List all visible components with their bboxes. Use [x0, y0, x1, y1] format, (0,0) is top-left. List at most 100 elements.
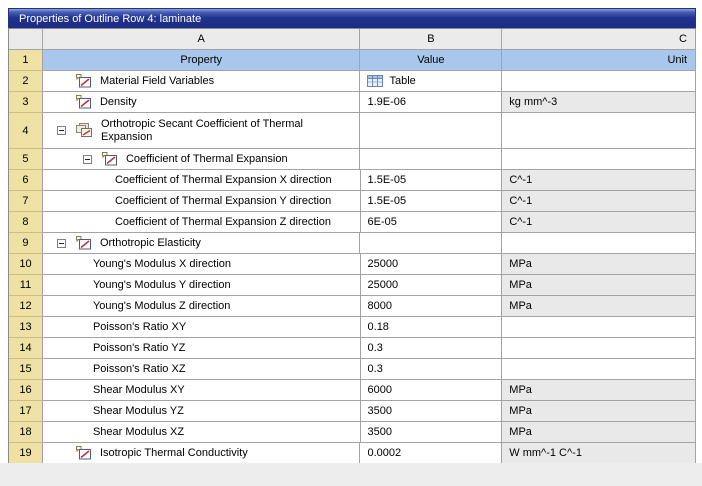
row-number-cell[interactable]: 11 — [9, 275, 43, 296]
value-cell[interactable]: 25000 — [360, 254, 503, 275]
value-cell[interactable]: 3500 — [360, 422, 503, 443]
table-row: 18 Shear Modulus XZ 3500 MPa — [9, 422, 696, 443]
property-cell[interactable]: Isotropic Thermal Conductivity — [42, 443, 361, 464]
property-cell[interactable]: Orthotropic Elasticity — [42, 233, 361, 254]
unit-cell[interactable] — [502, 233, 696, 254]
unit-cell[interactable]: MPa — [502, 275, 696, 296]
property-cell[interactable]: Shear Modulus XZ — [42, 422, 361, 443]
properties-table: A B C 1 Property Value Unit 2 Material F… — [8, 28, 696, 464]
unit-cell[interactable]: C^-1 — [502, 170, 696, 191]
value-cell[interactable]: 6E-05 — [360, 212, 503, 233]
unit-cell[interactable] — [502, 338, 696, 359]
row-number-cell[interactable]: 9 — [9, 233, 43, 254]
value-cell[interactable]: Table — [360, 71, 503, 92]
unit-cell[interactable] — [502, 149, 696, 170]
property-chart-icon — [75, 95, 91, 109]
table-row: 8 Coefficient of Thermal Expansion Z dir… — [9, 212, 696, 233]
property-cell[interactable]: Shear Modulus XY — [42, 380, 361, 401]
property-cell[interactable]: Coefficient of Thermal Expansion — [42, 149, 361, 170]
column-header-b: B — [360, 29, 503, 50]
property-cell[interactable]: Coefficient of Thermal Expansion Y direc… — [42, 191, 361, 212]
value-cell[interactable] — [360, 113, 503, 149]
unit-cell[interactable]: C^-1 — [502, 212, 696, 233]
row-number-cell[interactable]: 12 — [9, 296, 43, 317]
property-cell[interactable]: Poisson's Ratio XY — [42, 317, 361, 338]
table-row: 13 Poisson's Ratio XY 0.18 — [9, 317, 696, 338]
row-number-cell[interactable]: 13 — [9, 317, 43, 338]
row-number-cell[interactable]: 7 — [9, 191, 43, 212]
unit-cell[interactable] — [502, 317, 696, 338]
property-cell[interactable]: Young's Modulus Z direction — [42, 296, 361, 317]
row-number-cell[interactable]: 5 — [9, 149, 43, 170]
property-cell[interactable]: Material Field Variables — [42, 71, 361, 92]
row-number-cell[interactable]: 2 — [9, 71, 43, 92]
value-cell[interactable]: 1.5E-05 — [360, 170, 503, 191]
property-cell[interactable]: Young's Modulus Y direction — [42, 275, 361, 296]
property-chart-icon — [75, 74, 91, 88]
value-cell[interactable]: 1.5E-05 — [360, 191, 503, 212]
row-number-cell[interactable]: 4 — [9, 113, 43, 149]
value-cell[interactable]: 0.18 — [360, 317, 503, 338]
property-cell[interactable]: Coefficient of Thermal Expansion X direc… — [42, 170, 361, 191]
collapse-minus-icon[interactable] — [82, 154, 92, 164]
unit-cell[interactable]: MPa — [502, 296, 696, 317]
property-cell[interactable]: Coefficient of Thermal Expansion Z direc… — [42, 212, 361, 233]
row-number-cell[interactable]: 17 — [9, 401, 43, 422]
unit-cell[interactable]: MPa — [502, 254, 696, 275]
property-group-icon — [75, 123, 92, 137]
value-cell[interactable]: 25000 — [360, 275, 503, 296]
value-cell[interactable]: 8000 — [360, 296, 503, 317]
row-number-cell[interactable]: 15 — [9, 359, 43, 380]
property-cell[interactable]: Young's Modulus X direction — [42, 254, 361, 275]
row-number-cell[interactable]: 8 — [9, 212, 43, 233]
row-number-cell[interactable]: 19 — [9, 443, 43, 464]
table-icon — [367, 75, 384, 87]
unit-cell[interactable]: W mm^-1 C^-1 — [502, 443, 696, 464]
value-cell[interactable] — [360, 233, 503, 254]
table-row: 15 Poisson's Ratio XZ 0.3 — [9, 359, 696, 380]
row-number-cell[interactable]: 3 — [9, 92, 43, 113]
unit-cell[interactable]: MPa — [502, 401, 696, 422]
value-label: Table — [389, 75, 416, 87]
property-label: Orthotropic Secant Coefficient of Therma… — [100, 117, 303, 143]
value-cell[interactable]: 0.0002 — [360, 443, 503, 464]
row-number-cell[interactable]: 1 — [9, 50, 43, 71]
property-label: Density — [99, 96, 137, 108]
unit-cell[interactable]: MPa — [502, 380, 696, 401]
value-cell[interactable]: 1.9E-06 — [360, 92, 503, 113]
property-cell[interactable]: Density — [42, 92, 361, 113]
row-number-cell[interactable]: 16 — [9, 380, 43, 401]
row-number-cell[interactable]: 14 — [9, 338, 43, 359]
property-cell[interactable]: Poisson's Ratio XZ — [42, 359, 361, 380]
table-row: 4 Orthotropic Secant Coefficient of Ther… — [9, 113, 696, 149]
collapse-minus-icon[interactable] — [56, 126, 66, 135]
property-cell[interactable]: Poisson's Ratio YZ — [42, 338, 361, 359]
unit-cell[interactable]: MPa — [502, 422, 696, 443]
table-row: 16 Shear Modulus XY 6000 MPa — [9, 380, 696, 401]
property-label: Orthotropic Elasticity — [99, 237, 201, 249]
value-cell[interactable]: 0.3 — [360, 359, 503, 380]
value-cell[interactable]: 3500 — [360, 401, 503, 422]
table-row: 6 Coefficient of Thermal Expansion X dir… — [9, 170, 696, 191]
value-cell[interactable]: 6000 — [360, 380, 503, 401]
property-cell[interactable]: Shear Modulus YZ — [42, 401, 361, 422]
unit-cell[interactable] — [502, 113, 696, 149]
unit-cell[interactable]: C^-1 — [502, 191, 696, 212]
column-header-c: C — [502, 29, 696, 50]
property-label: Isotropic Thermal Conductivity — [99, 447, 248, 459]
unit-cell[interactable] — [502, 359, 696, 380]
property-column-title: Property — [42, 50, 361, 71]
property-chart-icon — [101, 152, 117, 166]
properties-panel: Properties of Outline Row 4: laminate A … — [8, 8, 696, 464]
value-cell[interactable]: 0.3 — [360, 338, 503, 359]
collapse-minus-icon[interactable] — [56, 238, 66, 248]
row-number-cell[interactable]: 6 — [9, 170, 43, 191]
property-cell[interactable]: Orthotropic Secant Coefficient of Therma… — [42, 113, 361, 149]
unit-cell[interactable] — [502, 71, 696, 92]
unit-cell[interactable]: kg mm^-3 — [502, 92, 696, 113]
row-number-cell[interactable]: 18 — [9, 422, 43, 443]
row-number-cell[interactable]: 10 — [9, 254, 43, 275]
table-row: 5 Coefficient of Thermal Expansion — [9, 149, 696, 170]
value-cell[interactable] — [360, 149, 503, 170]
